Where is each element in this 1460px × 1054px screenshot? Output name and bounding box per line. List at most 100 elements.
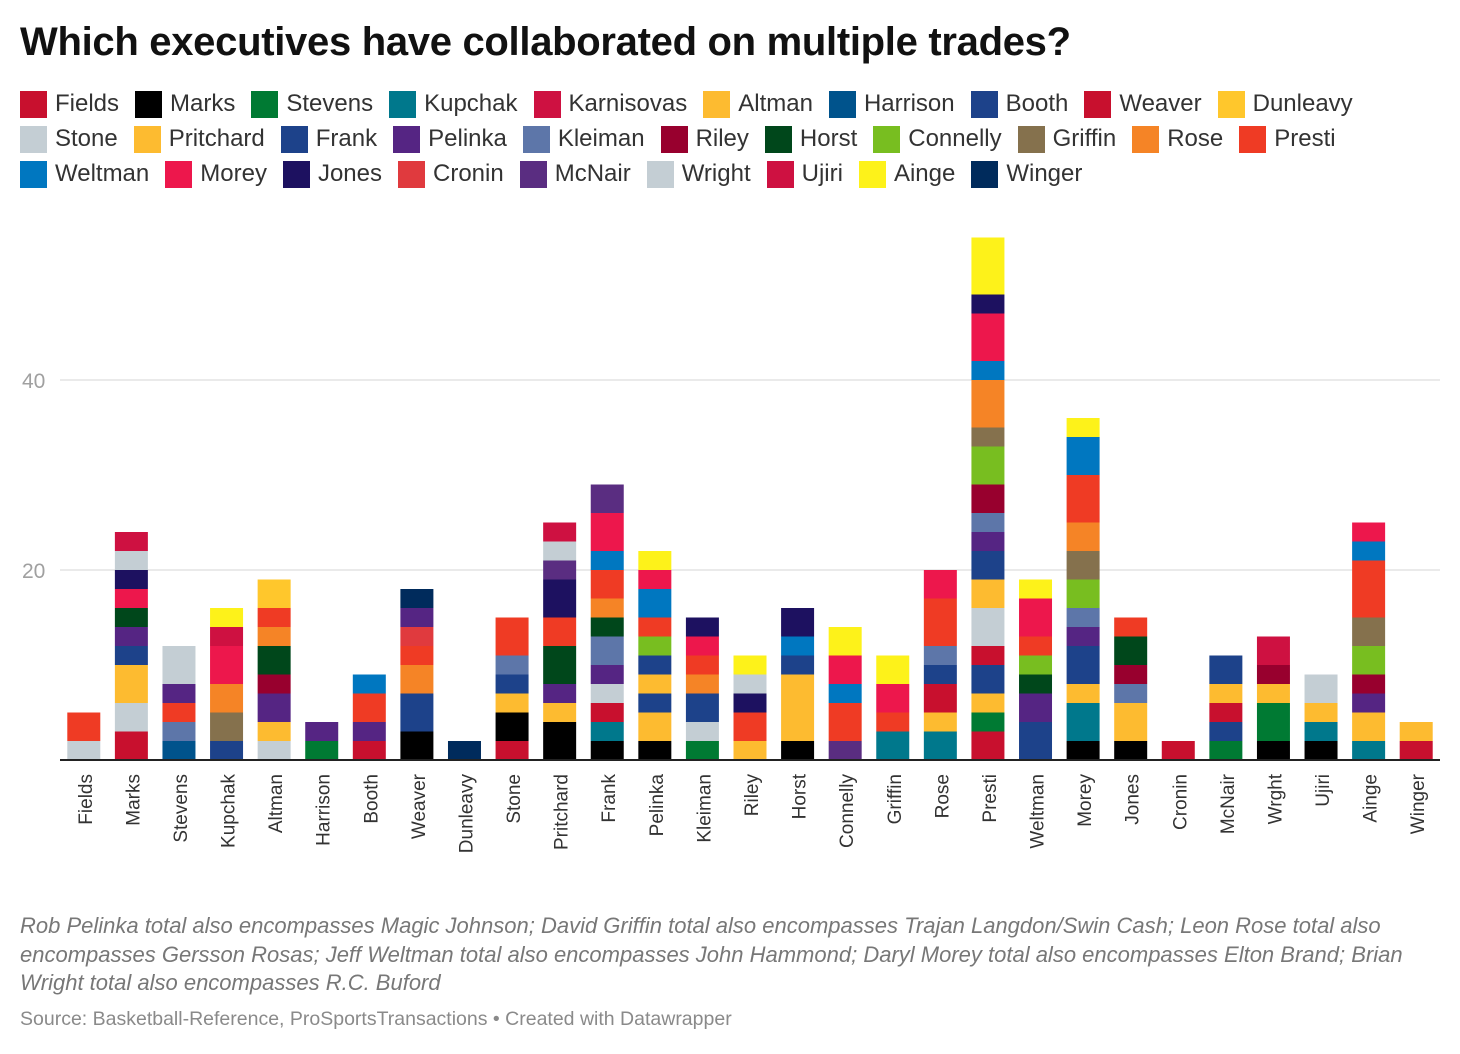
bar-segment bbox=[114, 646, 148, 665]
legend-item: Karnisovas bbox=[533, 90, 687, 118]
legend-item: Rose bbox=[1132, 125, 1223, 153]
bar-segment bbox=[781, 741, 815, 760]
bar-segment bbox=[114, 551, 148, 570]
bar-segment bbox=[781, 674, 815, 741]
bar-segment bbox=[1114, 665, 1148, 684]
bar-segment bbox=[352, 741, 386, 760]
bar-segment bbox=[1066, 579, 1100, 608]
legend-item: Riley bbox=[660, 125, 749, 153]
bar-segment bbox=[1066, 551, 1100, 580]
bar-segment bbox=[543, 522, 577, 542]
bar-segment bbox=[495, 693, 529, 713]
legend-swatch bbox=[764, 125, 792, 153]
bar-segment bbox=[685, 741, 719, 760]
legend-label: Marks bbox=[170, 90, 236, 117]
legend-label: Weaver bbox=[1119, 90, 1202, 117]
bar-segment bbox=[1019, 579, 1053, 599]
bar-segment bbox=[971, 294, 1005, 314]
x-tick-label: Morey bbox=[1075, 774, 1096, 827]
bar-segment bbox=[590, 703, 624, 722]
bar-segment bbox=[971, 532, 1005, 551]
bar-segment bbox=[1352, 560, 1386, 618]
bar-segment bbox=[733, 693, 767, 713]
x-tick-label: Weltman bbox=[1028, 774, 1049, 849]
x-tick-label: Frank bbox=[599, 774, 620, 823]
legend-item: Jones bbox=[282, 160, 382, 188]
bar-segment bbox=[638, 693, 672, 713]
legend-swatch bbox=[20, 125, 47, 153]
legend-label: Ujiri bbox=[801, 160, 843, 187]
bar-segment bbox=[1352, 712, 1386, 741]
legend-item: Pritchard bbox=[133, 125, 265, 153]
bar-segment bbox=[543, 617, 577, 646]
bar-segment bbox=[543, 579, 577, 618]
legend-item: Winger bbox=[971, 160, 1082, 188]
bar-segment bbox=[162, 646, 196, 684]
bar-segment bbox=[971, 237, 1005, 295]
legend-swatch bbox=[519, 160, 547, 188]
bar-segment bbox=[1066, 475, 1100, 523]
bar-segment bbox=[543, 646, 577, 684]
legend-label: Pelinka bbox=[428, 125, 507, 152]
bar-segment bbox=[1114, 741, 1148, 760]
bar-segment bbox=[971, 427, 1005, 447]
bar-segment bbox=[1114, 684, 1148, 703]
bar-segment bbox=[923, 570, 957, 599]
x-tick-label: Ujiri bbox=[1313, 774, 1334, 807]
bar-segment bbox=[590, 636, 624, 665]
bar-segment bbox=[1352, 522, 1386, 542]
bar-segment bbox=[1304, 741, 1338, 760]
bar-segment bbox=[257, 741, 291, 760]
stacked-bar-chart: 20 40 Fields Marks Stevens Kupchak Altman Harri… bbox=[22, 237, 1440, 853]
bar-segment bbox=[923, 731, 957, 760]
x-tick-label: Griffin bbox=[885, 774, 906, 824]
bar-segment bbox=[1209, 655, 1243, 684]
legend-item: Fields bbox=[20, 90, 119, 118]
x-tick-label: Pritchard bbox=[552, 774, 573, 850]
legend-item: Griffin bbox=[1017, 125, 1116, 153]
bar-segment bbox=[971, 665, 1005, 694]
bar-segment bbox=[733, 741, 767, 760]
x-tick-label: Connelly bbox=[837, 774, 858, 848]
bar-segment bbox=[114, 731, 148, 760]
legend-item: Harrison bbox=[828, 90, 955, 118]
legend-swatch bbox=[970, 90, 998, 118]
legend-label: Kupchak bbox=[424, 90, 518, 117]
bar-segment bbox=[590, 484, 624, 513]
bar-segment bbox=[210, 646, 244, 684]
legend-swatch bbox=[135, 90, 163, 118]
bar-segment bbox=[543, 722, 577, 760]
bar-segment bbox=[828, 655, 862, 684]
bar-segment bbox=[733, 674, 767, 694]
bar-segment bbox=[543, 703, 577, 722]
legend-swatch bbox=[133, 125, 161, 153]
bar-segment bbox=[400, 627, 434, 646]
legend-item: Pelinka bbox=[393, 125, 507, 153]
x-tick-label: Horst bbox=[790, 773, 811, 819]
bar-segment bbox=[638, 617, 672, 637]
bar-segment bbox=[162, 722, 196, 741]
legend-item: Horst bbox=[764, 125, 857, 153]
bar-segment bbox=[400, 589, 434, 608]
legend-label: Morey bbox=[200, 160, 267, 187]
bar-segment bbox=[1019, 636, 1053, 656]
bar-segment bbox=[590, 570, 624, 599]
bar-segment bbox=[1352, 541, 1386, 561]
bar-segment bbox=[971, 484, 1005, 513]
bar-segment bbox=[1066, 684, 1100, 703]
bar-segment bbox=[400, 693, 434, 732]
legend-swatch bbox=[251, 90, 279, 118]
bar-segment bbox=[1256, 684, 1290, 703]
legend-label: Stone bbox=[55, 125, 118, 152]
bar-segment bbox=[1019, 693, 1053, 722]
bar-segment bbox=[257, 627, 291, 646]
bar-segment bbox=[971, 608, 1005, 646]
legend-label: Riley bbox=[695, 125, 749, 152]
bar-segment bbox=[1066, 437, 1100, 475]
legend-item: Marks bbox=[135, 90, 235, 118]
y-tick-label: 40 bbox=[22, 370, 45, 393]
bar-segment bbox=[1209, 703, 1243, 722]
bar-segment bbox=[923, 598, 957, 646]
bar-segment bbox=[1256, 636, 1290, 665]
legend-label: Dunleavy bbox=[1252, 90, 1353, 117]
